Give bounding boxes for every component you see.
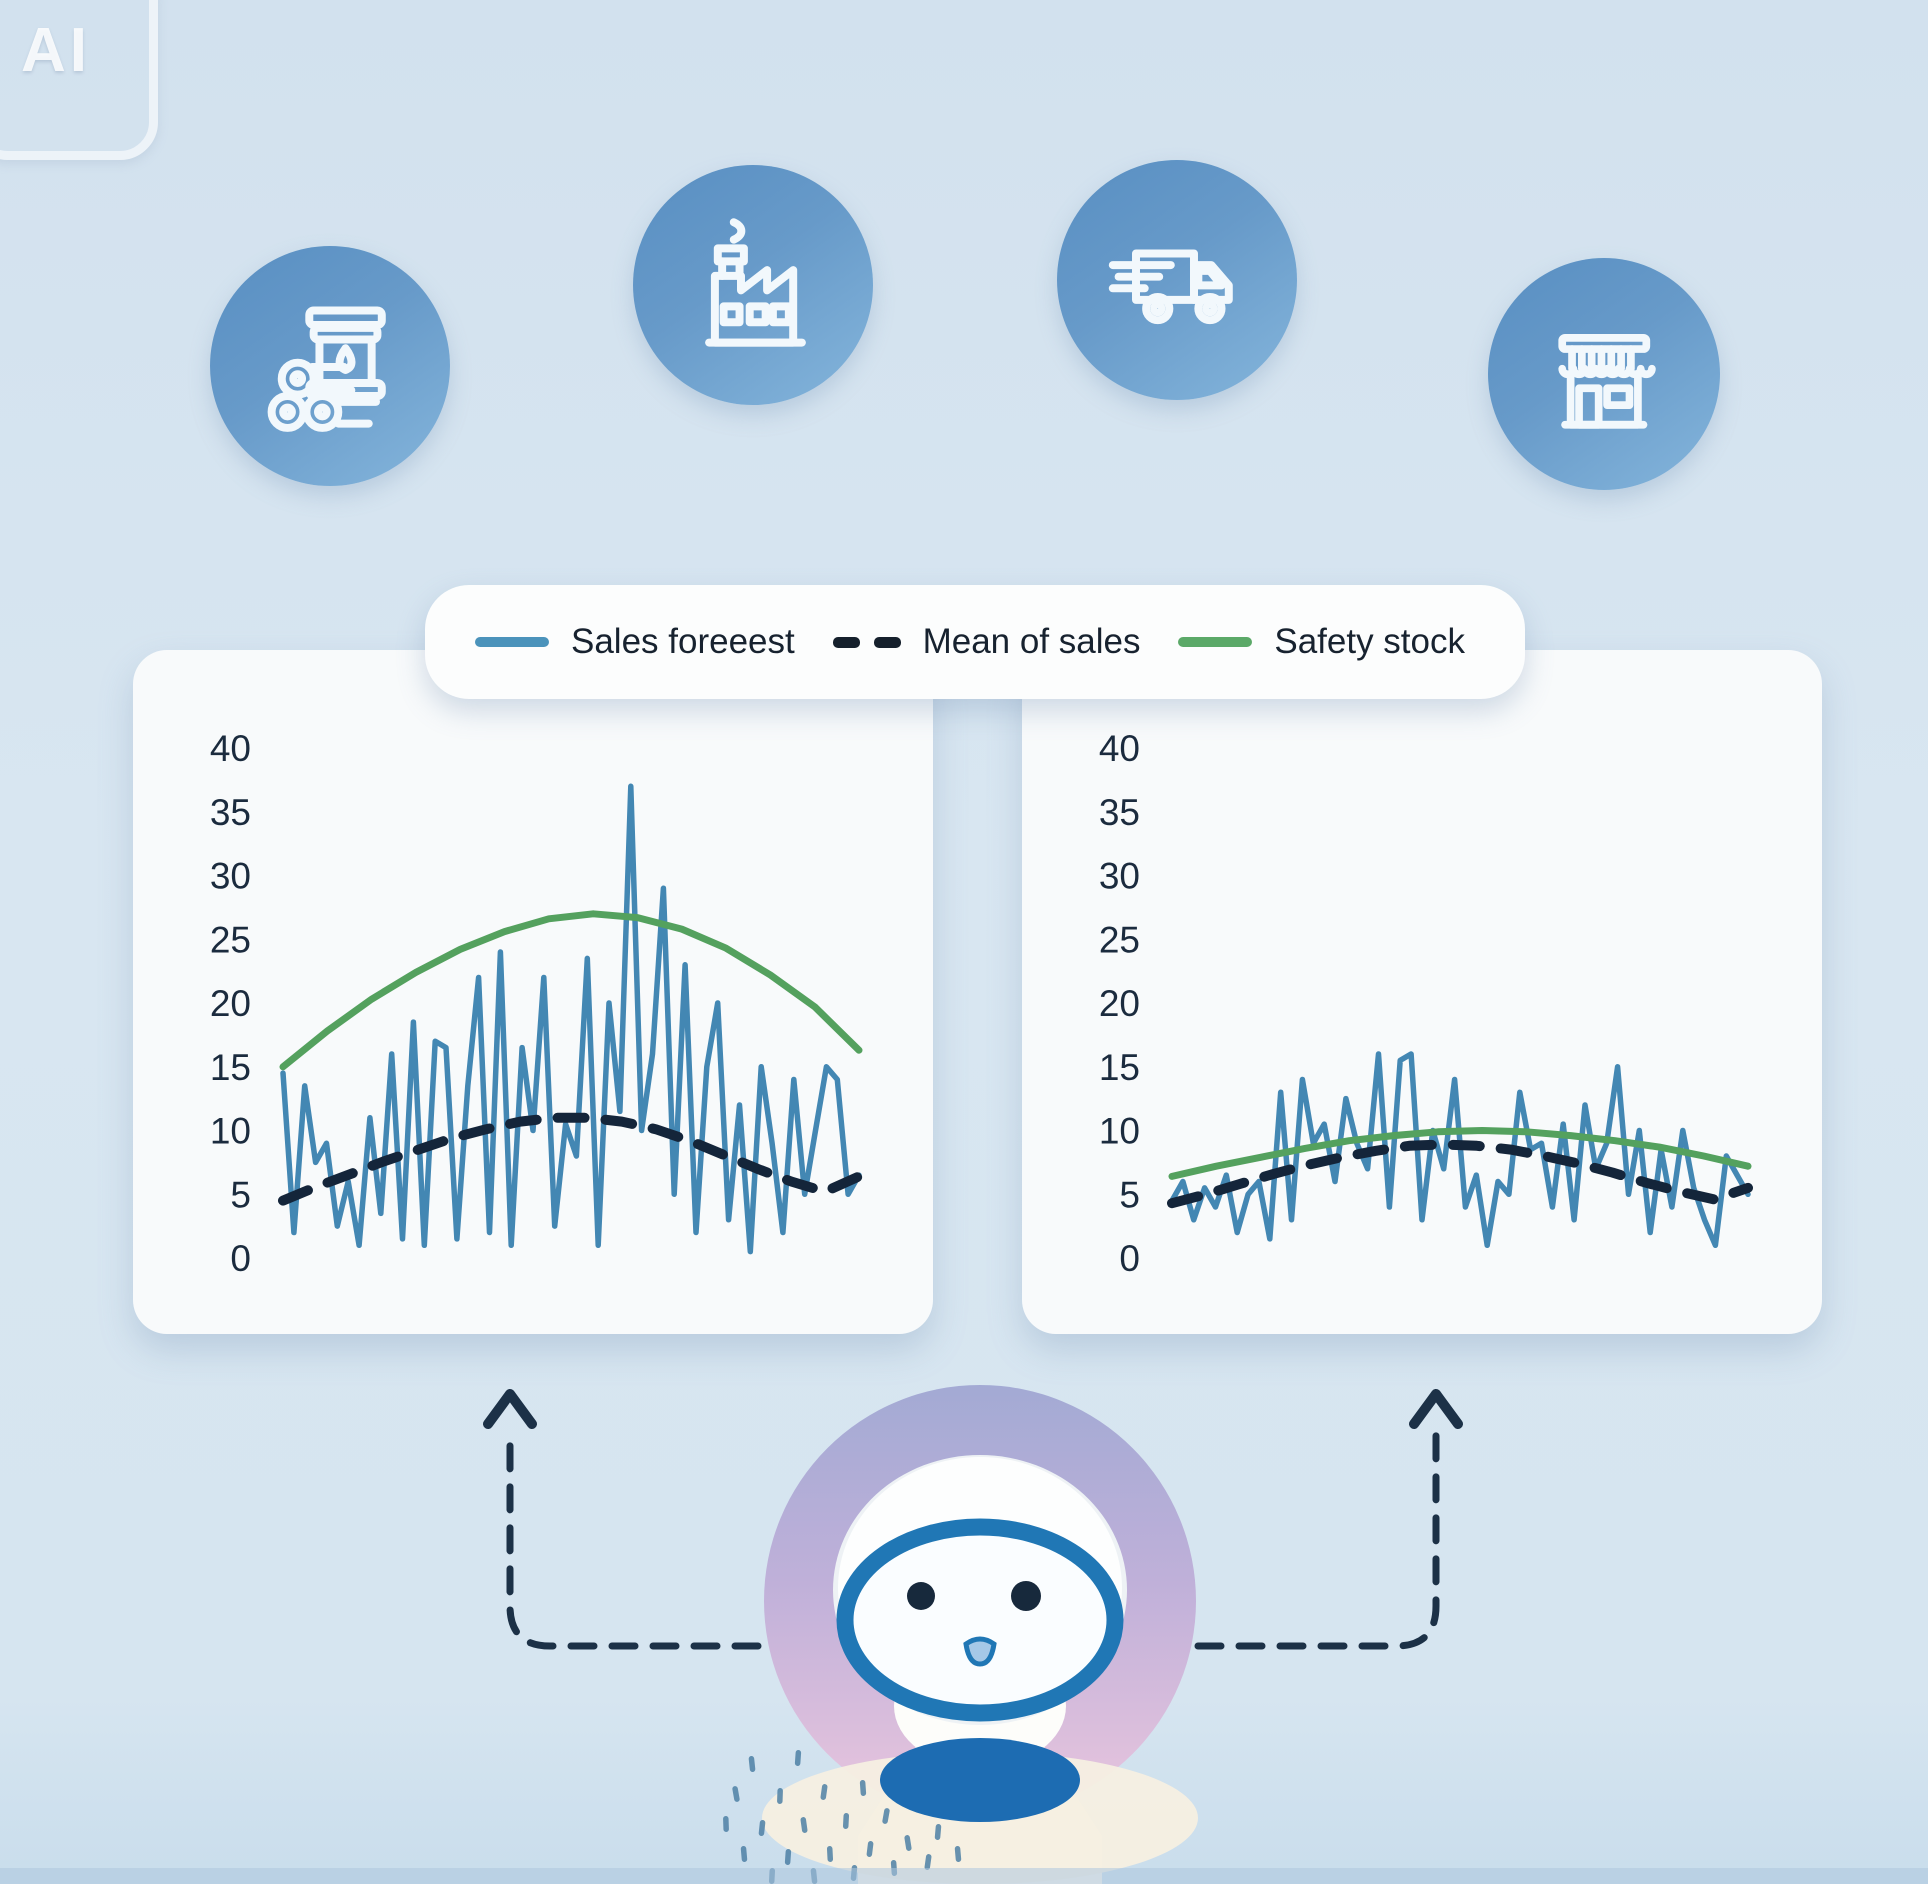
y-axis-tick-label: 40: [210, 728, 251, 769]
supply-stage-factory: [633, 165, 873, 405]
chart-legend: Sales foreeest Mean of sales Safety stoc…: [425, 585, 1525, 699]
y-axis-tick-label: 35: [210, 792, 251, 833]
chart-panel-low-variability: 40 35 30 25 20 15 10 5 0: [1022, 650, 1822, 1334]
robot-halo-ring: [764, 1385, 1196, 1817]
mean-line: [1167, 1139, 1753, 1209]
dashed-connector-right: [1194, 1428, 1440, 1650]
sales-forecast-chart-right: 40 35 30 25 20 15 10 5 0: [1099, 728, 1753, 1279]
bottom-edge-strip: [0, 1868, 1928, 1884]
y-axis-tick-label: 15: [210, 1047, 251, 1088]
supply-stage-raw-materials: [210, 246, 450, 486]
dashed-connector-left: [506, 1428, 762, 1650]
y-axis-tick-label: 40: [1099, 728, 1140, 769]
delivery-truck-icon: [1109, 249, 1234, 325]
y-axis-tick-label: 25: [1099, 919, 1140, 960]
chart-panel-high-variability: 40 35 30 25 20 15 10 5 0: [133, 650, 933, 1334]
y-axis-tick-label: 25: [210, 919, 251, 960]
robot-collar: [880, 1738, 1080, 1822]
legend-item-mean-of-sales: Mean of sales: [832, 622, 1141, 662]
factory-icon: [705, 218, 807, 347]
legend-label: Mean of sales: [922, 622, 1141, 661]
arrow-up-icon: [1409, 1389, 1463, 1429]
y-axis-tick-label: 10: [210, 1111, 251, 1152]
safety-line: [279, 910, 863, 1071]
y-axis-tick-label: 35: [1099, 792, 1140, 833]
legend-item-safety-stock: Safety stock: [1178, 622, 1465, 662]
y-axis-tick-label: 0: [1119, 1238, 1140, 1279]
robot-head: [838, 1457, 1122, 1719]
robot-eye-left: [907, 1582, 935, 1610]
y-axis-tick-label: 30: [1099, 856, 1140, 897]
legend-label: Safety stock: [1274, 622, 1465, 661]
supply-stage-delivery: [1057, 160, 1297, 400]
robot-ring-notch: [858, 1648, 1102, 1884]
y-axis-tick-label: 15: [1099, 1047, 1140, 1088]
y-axis-tick-label: 20: [210, 983, 251, 1024]
robot-head-rim: [833, 1455, 1127, 1725]
speckle-decoration: [723, 1750, 962, 1884]
raw-materials-icon: [268, 306, 387, 433]
ai-watermark-badge: AI: [0, 0, 158, 160]
retail-store-icon: [1558, 333, 1656, 429]
mean-line: [278, 1112, 864, 1206]
ai-robot-mascot: [723, 1385, 1198, 1884]
legend-label: Sales foreeest: [571, 622, 795, 661]
robot-eye-right: [1011, 1581, 1041, 1611]
y-axis-tick-label: 20: [1099, 983, 1140, 1024]
robot-shadow-blob: [762, 1752, 1198, 1884]
y-axis-tick-label: 5: [230, 1174, 251, 1215]
dashed-line-swatch-icon: [832, 636, 901, 648]
forecast-line: [280, 783, 862, 1255]
green-line-swatch-icon: [1178, 637, 1253, 647]
y-axis-tick-label: 10: [1099, 1111, 1140, 1152]
y-axis-tick-label: 5: [1119, 1174, 1140, 1215]
supply-stage-store: [1488, 258, 1720, 490]
robot-neck: [894, 1644, 1066, 1768]
robot-visor: [836, 1518, 1124, 1722]
y-axis-tick-label: 30: [210, 856, 251, 897]
robot-mouth: [963, 1636, 997, 1667]
safety-line: [1168, 1127, 1752, 1180]
y-axis-tick-label: 0: [230, 1238, 251, 1279]
legend-item-sales-forecast: Sales foreeest: [475, 622, 795, 662]
arrow-up-icon: [483, 1389, 537, 1429]
blue-line-swatch-icon: [475, 637, 549, 647]
sales-forecast-chart-left: 40 35 30 25 20 15 10 5 0: [210, 728, 864, 1279]
ai-watermark-label: AI: [21, 16, 91, 85]
